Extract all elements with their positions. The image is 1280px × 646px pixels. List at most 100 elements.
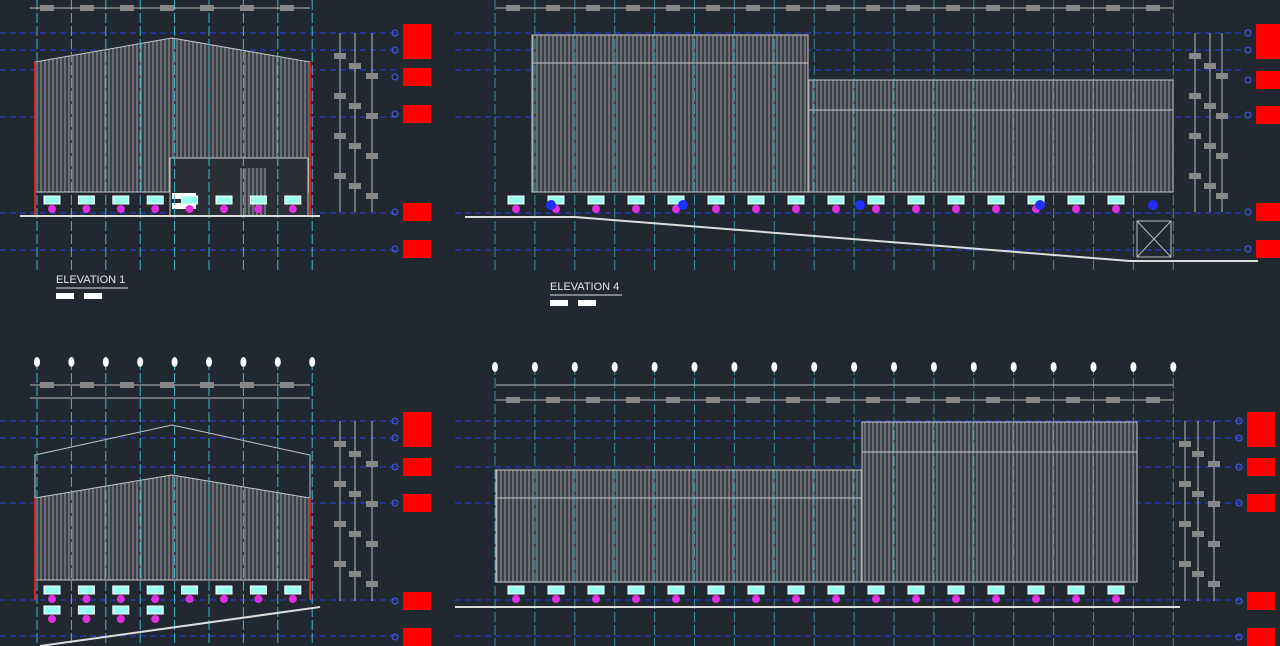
fixture (254, 205, 263, 213)
dim-tag (200, 5, 214, 11)
level-mark (391, 245, 399, 253)
grid-bubble (651, 362, 658, 372)
window (507, 195, 525, 205)
dim-tag (349, 531, 361, 537)
dim-tag (334, 93, 346, 99)
level-mark (391, 597, 399, 605)
window (112, 605, 130, 615)
grid-bubble (34, 357, 40, 367)
level-mark (1235, 463, 1243, 471)
level-mark (1235, 597, 1243, 605)
fixture (992, 595, 1000, 603)
grid-bubble (891, 362, 897, 372)
dim-tag (906, 397, 920, 403)
level-tag (1256, 106, 1280, 124)
level-mark (1244, 46, 1252, 54)
dim-tag (1216, 153, 1228, 159)
dim-tag (946, 5, 960, 11)
dim-tag (1106, 397, 1120, 403)
dim-tag (1208, 581, 1220, 587)
window (146, 605, 164, 615)
dim-tag (1179, 481, 1191, 487)
level-tag (1256, 24, 1280, 42)
fixture (151, 615, 160, 623)
window (146, 585, 164, 595)
level-tag (1256, 203, 1280, 221)
level-tag (403, 24, 431, 42)
dim-tag (1106, 5, 1120, 11)
dim-tag (1189, 173, 1201, 179)
fixture (1072, 205, 1080, 213)
dim-tag (1192, 571, 1204, 577)
dim-tag (826, 5, 840, 11)
level-mark (391, 29, 399, 37)
window (43, 585, 61, 595)
window (947, 195, 965, 205)
window (867, 195, 885, 205)
level-mark (391, 417, 399, 425)
level-mark (1235, 633, 1243, 641)
window (249, 195, 267, 205)
window (1067, 585, 1085, 595)
window (947, 585, 965, 595)
wall-cladding (495, 469, 863, 583)
fixture (912, 595, 920, 603)
dim-tag (546, 397, 560, 403)
dim-tag (1192, 451, 1204, 457)
dim-tag (746, 397, 760, 403)
dim-tag (200, 382, 214, 388)
dim-tag (866, 397, 880, 403)
cad-line (1136, 220, 1172, 258)
dim-tag (786, 397, 800, 403)
fixture (592, 595, 600, 603)
dim-tag (240, 382, 254, 388)
fixture (712, 595, 720, 603)
grid-bubble (531, 362, 538, 372)
dim-tag (1179, 441, 1191, 447)
window (787, 585, 805, 595)
dim-tag (666, 397, 680, 403)
dim-tag (1189, 93, 1201, 99)
dim-tag (626, 397, 640, 403)
dim-tag (706, 397, 720, 403)
level-mark (1244, 29, 1252, 37)
grid-bubble (1090, 362, 1097, 372)
scale-bar (550, 300, 568, 306)
level-tag (403, 68, 431, 86)
level-mark (391, 434, 399, 442)
fixture (82, 595, 91, 603)
grid-bubble (240, 357, 247, 367)
window (907, 195, 925, 205)
fixture (872, 205, 880, 213)
fixture (832, 595, 840, 603)
grid-bubble (68, 357, 75, 367)
window (907, 585, 925, 595)
dim-tag (1146, 5, 1160, 11)
dim-tag (626, 5, 640, 11)
fixture (288, 205, 297, 213)
dim-tag (280, 5, 294, 11)
dim-tag (826, 397, 840, 403)
dim-tag (586, 5, 600, 11)
scale-bar (578, 300, 596, 306)
dim-tag (80, 5, 94, 11)
dim-tag (746, 5, 760, 11)
grid-bubble (309, 357, 316, 367)
grid-bubble (137, 357, 144, 367)
level-tag (403, 458, 431, 476)
grid-bubble (171, 357, 178, 367)
dim-tag (334, 481, 346, 487)
level-tag (403, 592, 431, 610)
dim-tag (1192, 491, 1204, 497)
dim-tag (1146, 397, 1160, 403)
grid-bubble (691, 362, 698, 372)
dim-tag (349, 143, 361, 149)
level-mark (1244, 245, 1252, 253)
level-tag (403, 203, 431, 221)
fixture (220, 205, 228, 213)
dim-tag (40, 5, 54, 11)
dim-tag (366, 581, 378, 587)
level-tag (403, 429, 431, 447)
level-mark (1235, 499, 1243, 507)
level-mark (1235, 417, 1243, 425)
